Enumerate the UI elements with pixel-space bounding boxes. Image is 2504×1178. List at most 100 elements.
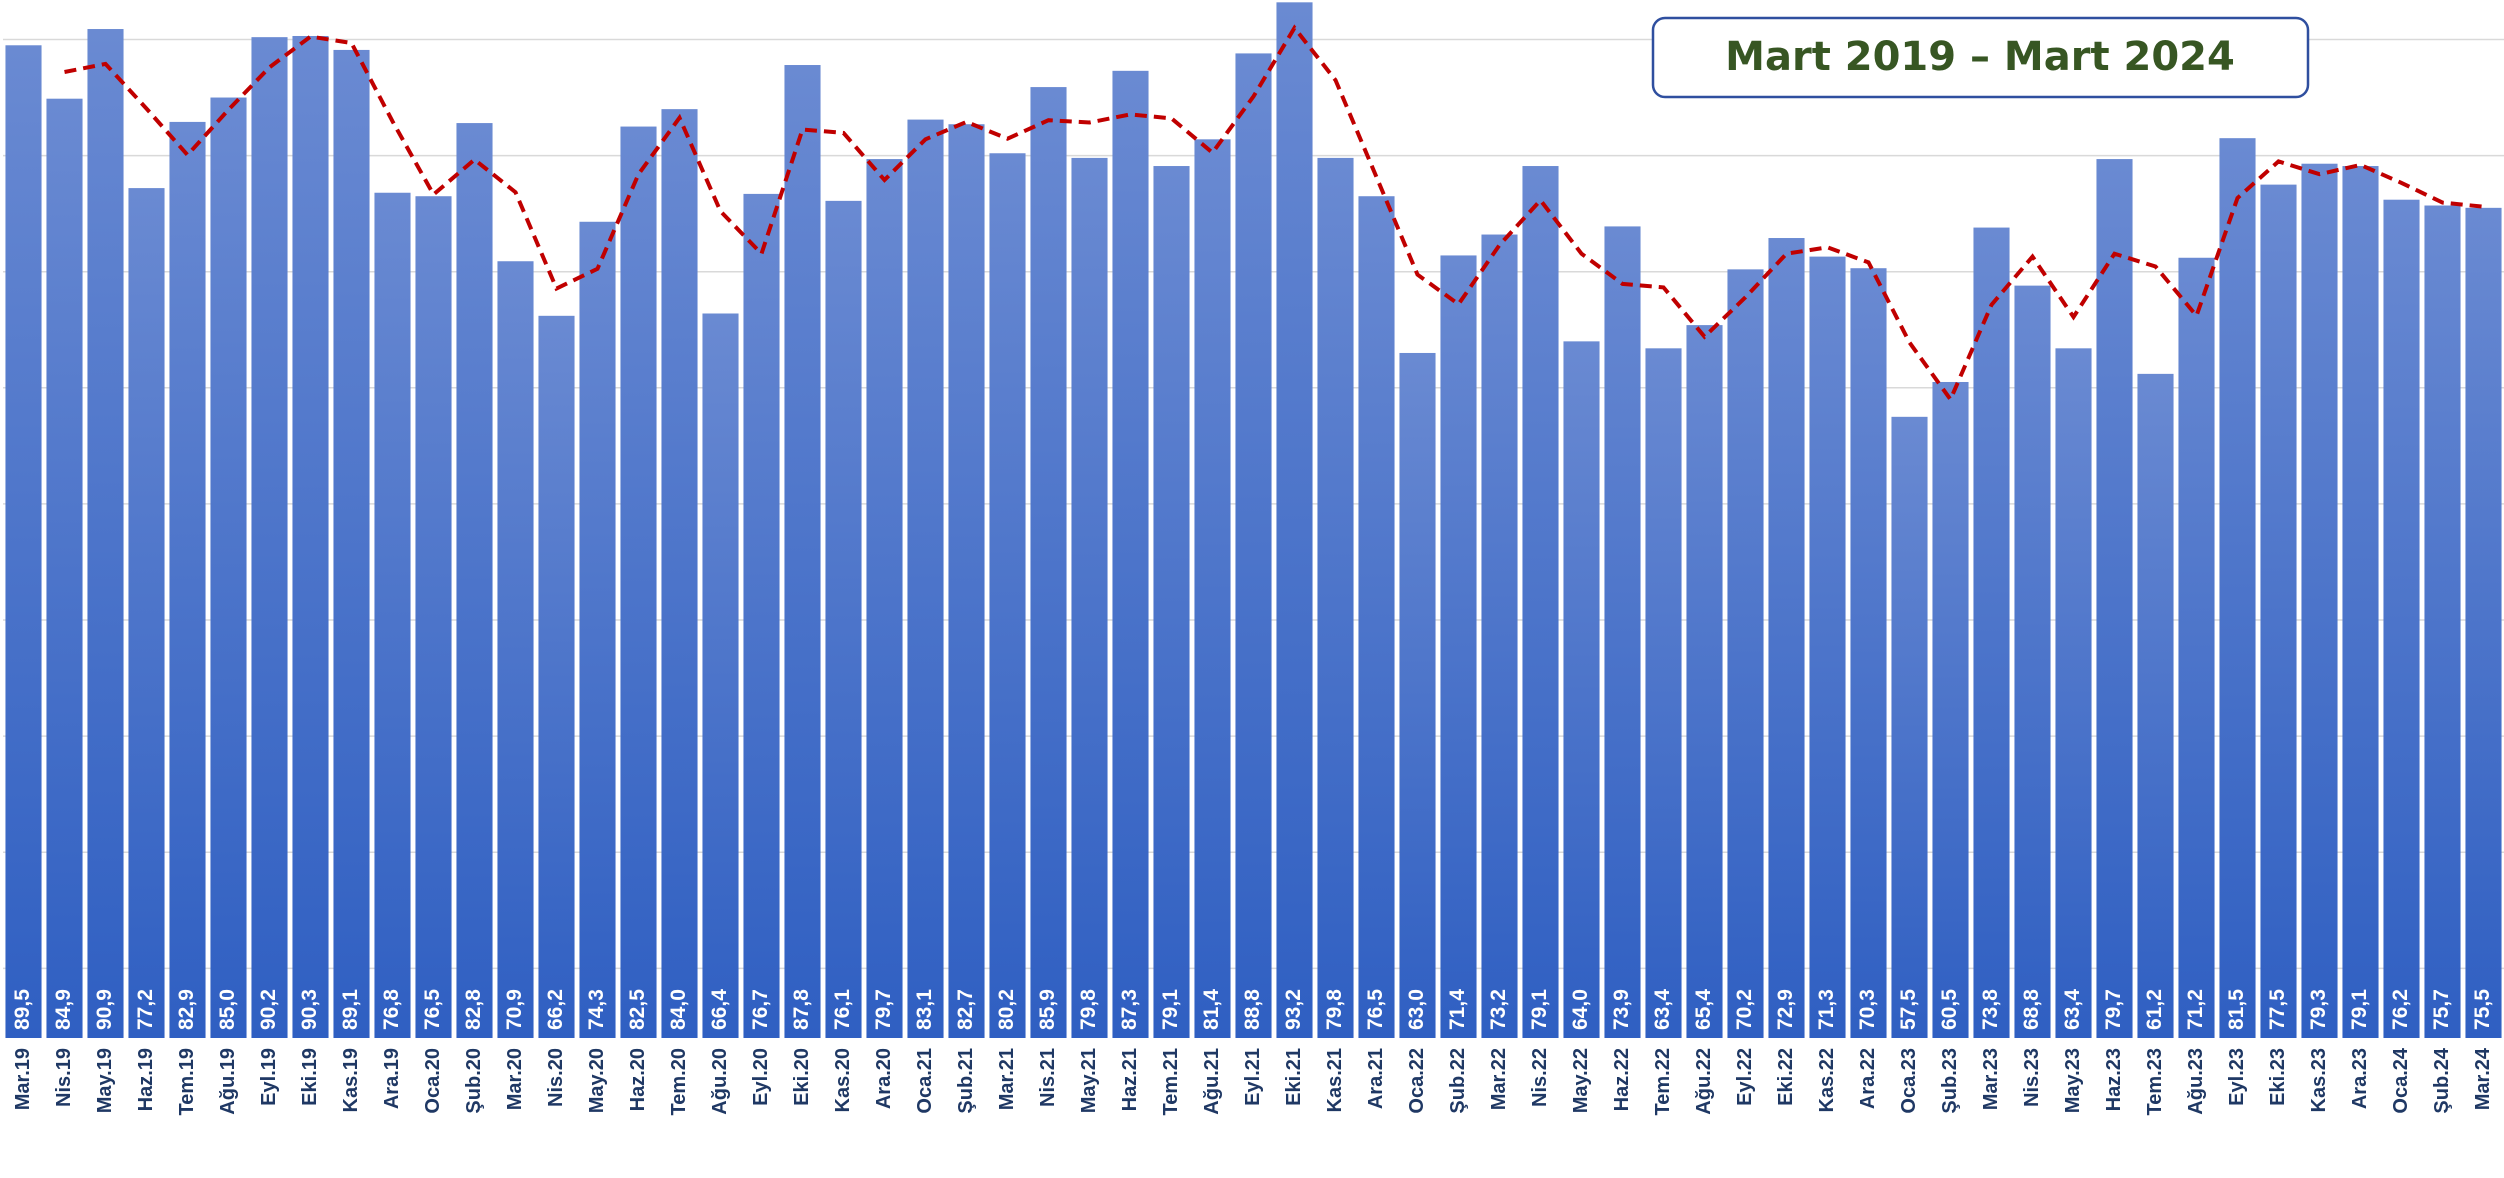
value-label: 63,4 xyxy=(1651,989,1674,1030)
value-label: 79,1 xyxy=(1528,989,1551,1030)
bar xyxy=(2096,159,2133,1038)
labels: Mar.19 Nis.19 May.19 Haz.19 Tem.19 Ağu.19 Eyl.… xyxy=(11,989,2494,1116)
value-label: 70,3 xyxy=(1856,989,1879,1030)
bar xyxy=(661,109,698,1039)
x-tick-label: Mar.22 xyxy=(1488,1048,1510,1110)
x-tick-label: Şub.22 xyxy=(1447,1048,1469,1114)
value-label: 70,2 xyxy=(1733,989,1756,1030)
bar xyxy=(579,221,616,1038)
value-label: 63,4 xyxy=(2061,989,2084,1030)
bar xyxy=(1932,381,1969,1038)
value-label: 85,0 xyxy=(216,989,239,1030)
bar xyxy=(2383,199,2420,1038)
value-label: 76,5 xyxy=(1364,989,1387,1030)
bar xyxy=(1973,227,2010,1039)
x-tick-label: Ara.22 xyxy=(1857,1048,1879,1109)
value-label: 81,5 xyxy=(2225,989,2248,1030)
bar xyxy=(2178,257,2215,1038)
bar xyxy=(907,119,944,1039)
value-label: 68,8 xyxy=(2020,989,2043,1030)
bar xyxy=(2424,205,2461,1038)
bar xyxy=(5,45,42,1039)
value-label: 66,4 xyxy=(708,989,731,1030)
bar xyxy=(2301,163,2338,1038)
bar xyxy=(1686,325,1723,1038)
bar xyxy=(784,65,821,1038)
x-tick-label: Haz.23 xyxy=(2103,1048,2125,1111)
bar xyxy=(210,97,247,1038)
value-label: 71,2 xyxy=(2184,989,2207,1030)
x-tick-label: Tem.23 xyxy=(2144,1048,2166,1115)
x-tick-label: Eki.23 xyxy=(2267,1048,2289,1106)
bar xyxy=(1194,139,1231,1038)
x-tick-label: Ara.21 xyxy=(1365,1048,1387,1109)
value-label: 83,1 xyxy=(913,989,936,1030)
x-tick-label: Kas.22 xyxy=(1816,1048,1838,1113)
x-tick-label: Şub.23 xyxy=(1939,1048,1961,1114)
bar xyxy=(825,200,862,1038)
value-label: 79,8 xyxy=(1077,989,1100,1030)
x-tick-label: Haz.20 xyxy=(627,1048,649,1111)
value-label: 85,9 xyxy=(1036,989,1059,1030)
value-label: 89,1 xyxy=(339,989,362,1030)
x-tick-label: Nis.19 xyxy=(53,1048,75,1107)
bar xyxy=(1440,255,1477,1038)
bar xyxy=(1112,70,1149,1038)
x-tick-label: Haz.21 xyxy=(1119,1048,1141,1111)
bar xyxy=(456,123,493,1038)
x-tick-label: Eyl.20 xyxy=(750,1048,772,1106)
x-tick-label: May.21 xyxy=(1078,1048,1100,1113)
value-label: 87,8 xyxy=(790,989,813,1030)
value-label: 84,0 xyxy=(667,989,690,1030)
bar xyxy=(1481,234,1518,1038)
x-tick-label: Ağu.21 xyxy=(1201,1048,1223,1115)
x-tick-label: Tem.19 xyxy=(176,1048,198,1115)
value-label: 65,4 xyxy=(1692,989,1715,1030)
bar xyxy=(866,159,903,1038)
x-tick-label: Oca.20 xyxy=(422,1048,444,1114)
x-tick-label: Ağu.23 xyxy=(2185,1048,2207,1115)
value-label: 93,2 xyxy=(1282,989,1305,1030)
x-tick-label: May.20 xyxy=(586,1048,608,1113)
bar xyxy=(1768,238,1805,1038)
bar xyxy=(374,192,411,1038)
bar xyxy=(415,196,452,1038)
x-tick-label: Ara.20 xyxy=(873,1048,895,1109)
x-tick-label: Nis.23 xyxy=(2021,1048,2043,1107)
value-label: 72,9 xyxy=(1774,989,1797,1030)
bar xyxy=(1850,268,1887,1038)
value-label: 76,2 xyxy=(2389,989,2412,1030)
x-tick-label: Eki.19 xyxy=(299,1048,321,1106)
x-tick-label: Oca.21 xyxy=(914,1048,936,1114)
x-tick-label: Ara.19 xyxy=(381,1048,403,1109)
value-label: 79,1 xyxy=(1159,989,1182,1030)
value-label: 88,8 xyxy=(1241,989,1264,1030)
bar xyxy=(292,35,329,1039)
x-tick-label: May.23 xyxy=(2062,1048,2084,1113)
value-label: 77,5 xyxy=(2266,989,2289,1030)
value-label: 82,5 xyxy=(626,989,649,1030)
value-label: 74,3 xyxy=(585,989,608,1030)
bar xyxy=(2014,285,2051,1039)
value-label: 87,3 xyxy=(1118,989,1141,1030)
x-tick-label: Nis.20 xyxy=(545,1048,567,1107)
value-label: 79,7 xyxy=(872,989,895,1030)
x-tick-label: Eki.22 xyxy=(1775,1048,1797,1106)
x-tick-label: Eyl.21 xyxy=(1242,1048,1264,1106)
trend xyxy=(64,24,2484,404)
x-tick-label: Mar.24 xyxy=(2472,1047,2494,1110)
bars xyxy=(5,2,2502,1039)
bar xyxy=(251,37,288,1039)
x-tick-label: May.22 xyxy=(1570,1048,1592,1113)
value-label: 75,7 xyxy=(2430,989,2453,1030)
value-label: 64,0 xyxy=(1569,989,1592,1030)
x-tick-label: Eki.21 xyxy=(1283,1048,1305,1106)
x-tick-label: Eki.20 xyxy=(791,1048,813,1106)
value-label: 75,5 xyxy=(2471,989,2494,1030)
bar xyxy=(989,153,1026,1039)
x-tick-label: Kas.19 xyxy=(340,1048,362,1113)
bar xyxy=(1071,157,1108,1039)
bar xyxy=(2342,166,2379,1038)
value-label: 71,4 xyxy=(1446,989,1469,1030)
